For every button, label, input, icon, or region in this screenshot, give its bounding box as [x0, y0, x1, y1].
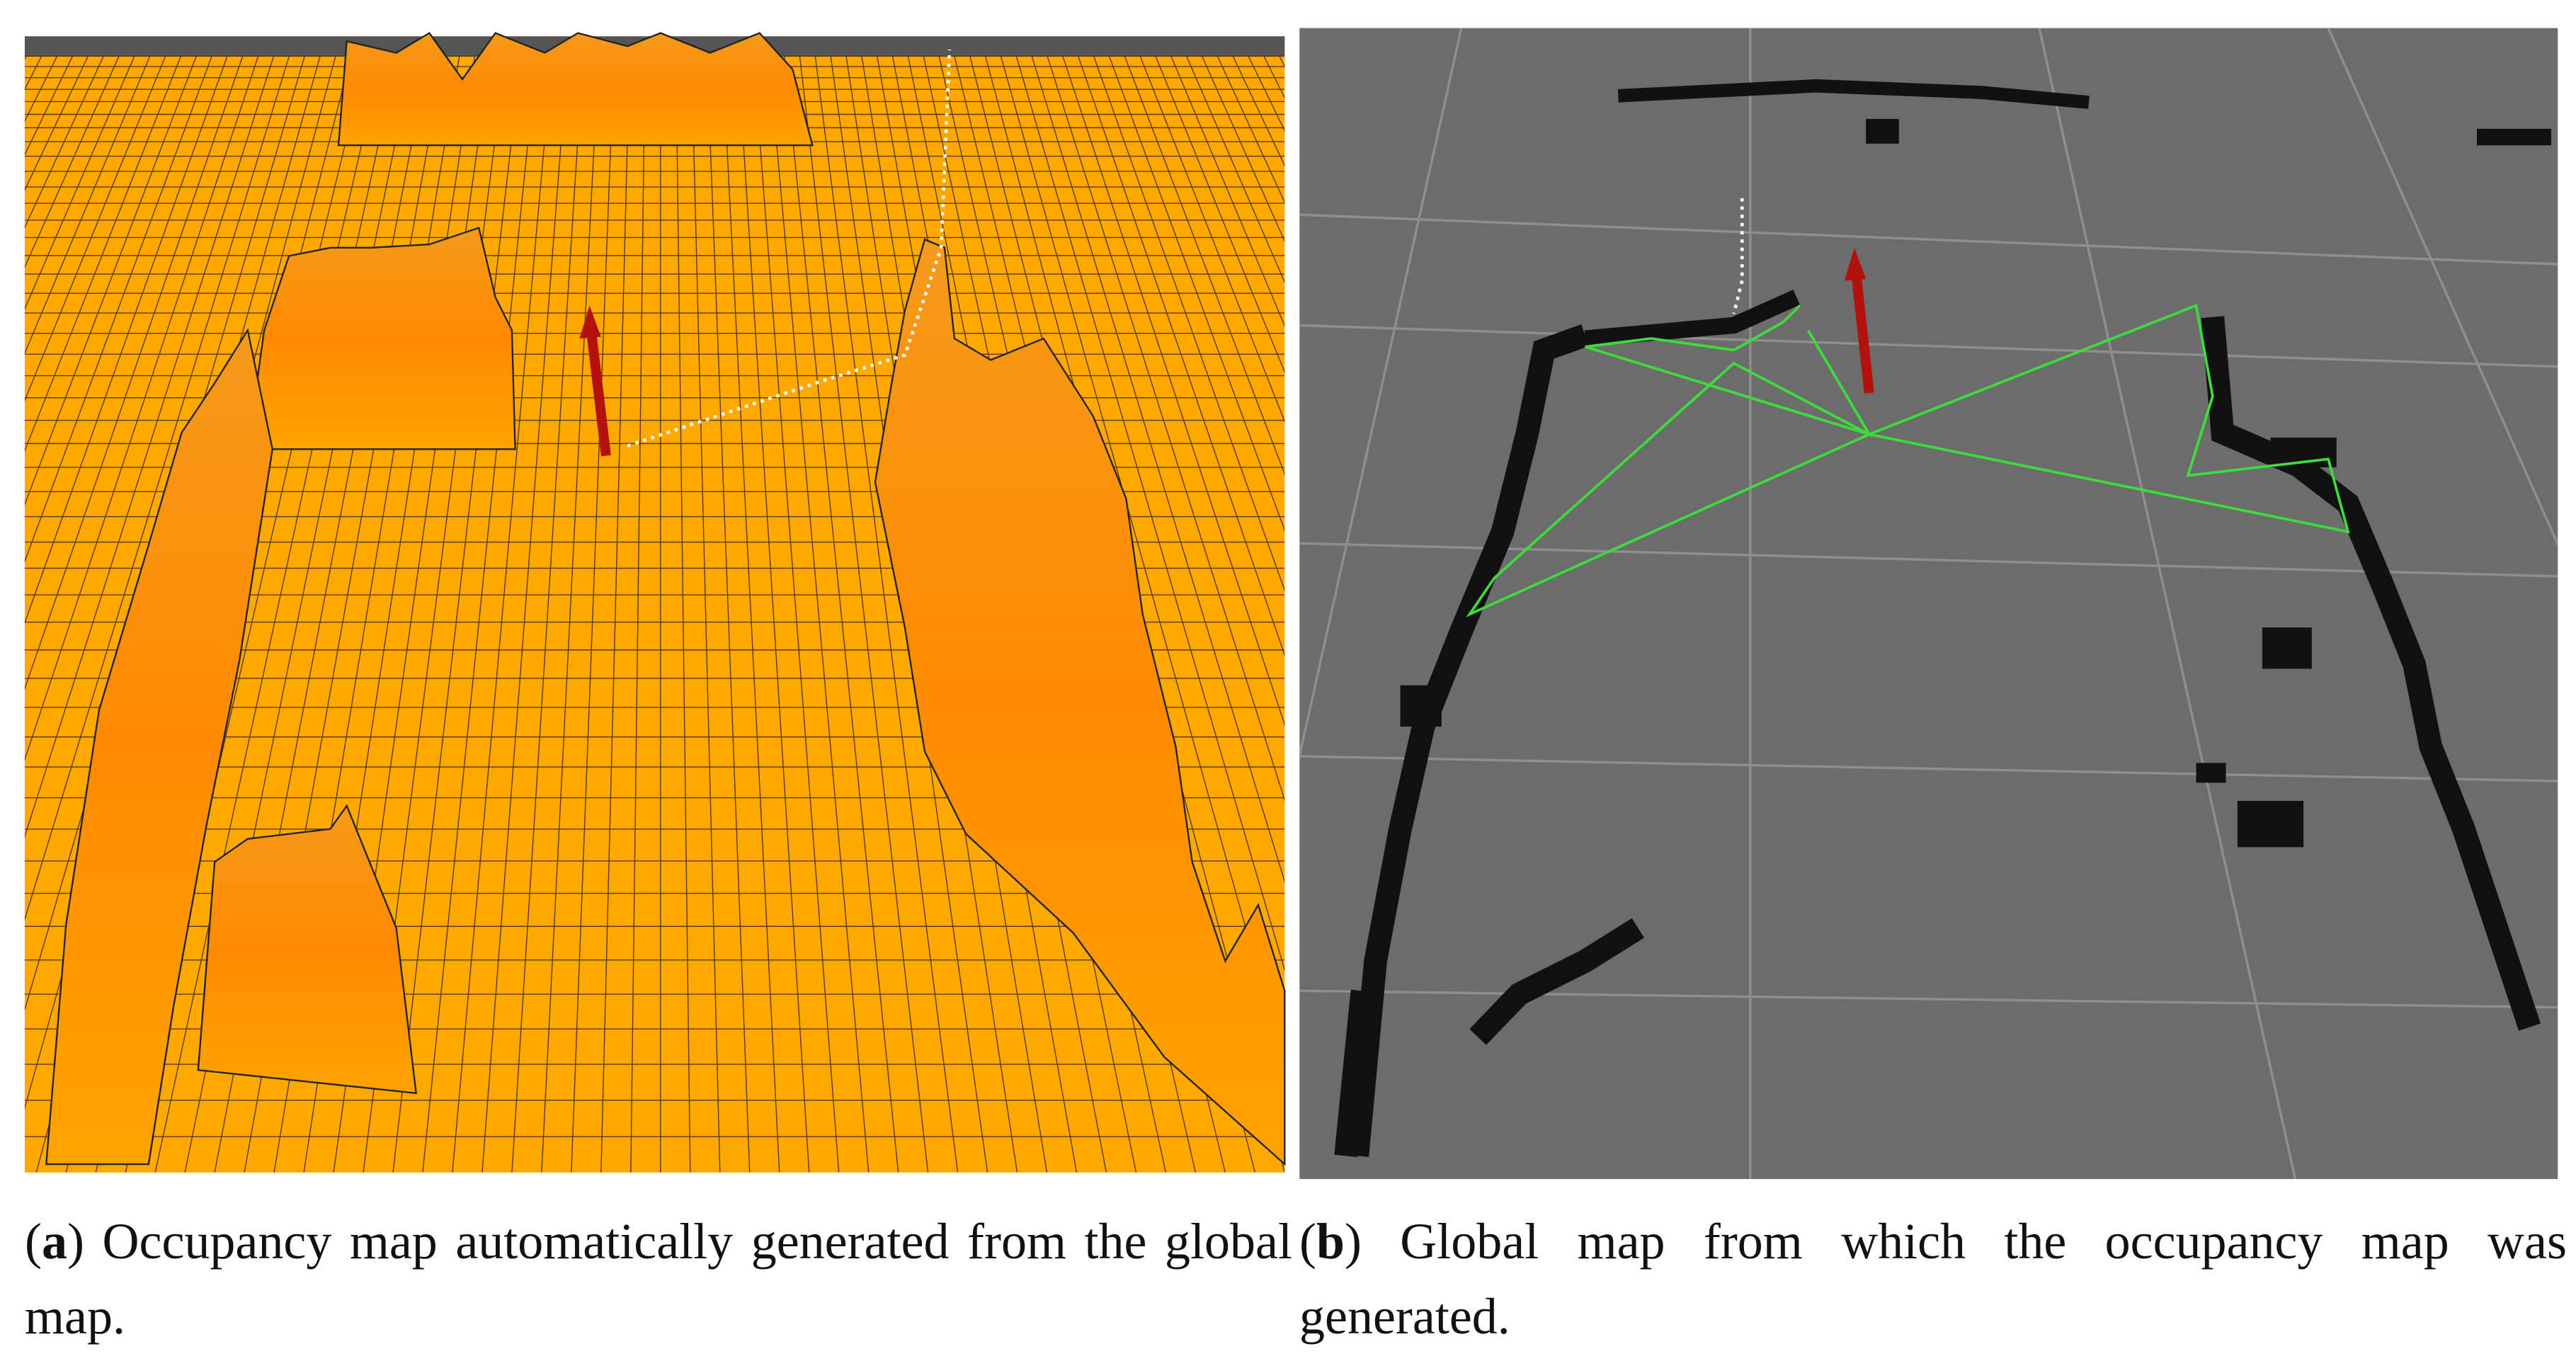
grid-line: [571, 56, 615, 1173]
grid-line: [2038, 28, 2297, 1180]
ground: [1299, 28, 2558, 1180]
obstacles: [1400, 118, 2551, 848]
grid-line: [2327, 28, 2558, 547]
grid-line: [1186, 56, 1285, 284]
grid-line: [690, 56, 721, 1173]
grid-line: [24, 56, 197, 506]
pose-arrow: [586, 329, 611, 457]
global-map-image: [1299, 28, 2558, 1180]
grid-line: [511, 56, 584, 1173]
paths: [1466, 303, 2350, 617]
grid-line: [630, 56, 646, 1173]
label: b: [1316, 1213, 1345, 1270]
grid-line: [1299, 213, 2558, 266]
grid-line: [0, 56, 11, 1172]
grid-line: [1047, 56, 1285, 802]
caption-a: (a) Occupancy map automatically generate…: [25, 1204, 1292, 1354]
grid-line: [783, 56, 899, 1173]
grid-line: [722, 56, 780, 1173]
scan-points: [1732, 198, 1744, 314]
caption-text: ) Occupancy map automatically generated …: [25, 1213, 1292, 1345]
grid-line: [24, 56, 182, 452]
grid-line: [392, 56, 522, 1173]
grid-line: [799, 56, 929, 1173]
arrow-head: [579, 305, 601, 339]
grid-line: [24, 56, 275, 838]
grid-line: [1124, 56, 1285, 476]
grid-line: [24, 56, 259, 761]
grid-line: [24, 56, 290, 921]
grid-line: [1155, 56, 1285, 374]
grid-line: [1015, 56, 1285, 972]
pose-arrow: [1851, 272, 1874, 394]
grid-line: [24, 56, 228, 625]
grid-line: [768, 56, 870, 1173]
caption-b: (b) Global map from which the occupancy …: [1299, 1204, 2567, 1354]
grid-line: [1299, 324, 2558, 368]
grid-line: [600, 56, 630, 1173]
occupancy-map-image: [0, 32, 1286, 1173]
grid-line: [24, 56, 166, 402]
grid-line: [1031, 56, 1285, 884]
grid-line: [1093, 56, 1285, 592]
grid-line: [1078, 56, 1285, 657]
grid-line: [1062, 56, 1285, 727]
grid-line: [1139, 56, 1285, 423]
grid-line: [452, 56, 553, 1173]
grid-line: [814, 56, 959, 1173]
grid-line: [1170, 56, 1285, 327]
grid-line: [541, 56, 600, 1173]
peaks: [45, 32, 1286, 1166]
grid-line: [24, 55, 27, 60]
grid-line: [1299, 28, 1463, 762]
grid-line: [1108, 56, 1285, 532]
paren: (: [1299, 1213, 1316, 1270]
grid-line: [675, 56, 691, 1173]
grid-line: [24, 56, 244, 690]
walls: [1334, 79, 2541, 1158]
grid-line: [24, 56, 151, 355]
paren: (: [25, 1213, 42, 1270]
grid-line: [154, 56, 399, 1173]
grid-line: [481, 56, 569, 1173]
caption-text: ) Global map from which the occupancy ma…: [1299, 1213, 2567, 1345]
grid-line: [422, 56, 537, 1173]
label: a: [41, 1213, 67, 1270]
grid-line: [706, 56, 751, 1173]
trajectory: [627, 49, 952, 448]
arrow-head: [1844, 247, 1867, 281]
grid-line: [753, 56, 840, 1173]
grid-line: [1299, 755, 2558, 782]
grid-line: [24, 56, 135, 310]
grid-line: [24, 56, 212, 563]
grid-line: [24, 56, 120, 268]
grid-line: [737, 56, 810, 1173]
grid-line: [1299, 542, 2558, 578]
